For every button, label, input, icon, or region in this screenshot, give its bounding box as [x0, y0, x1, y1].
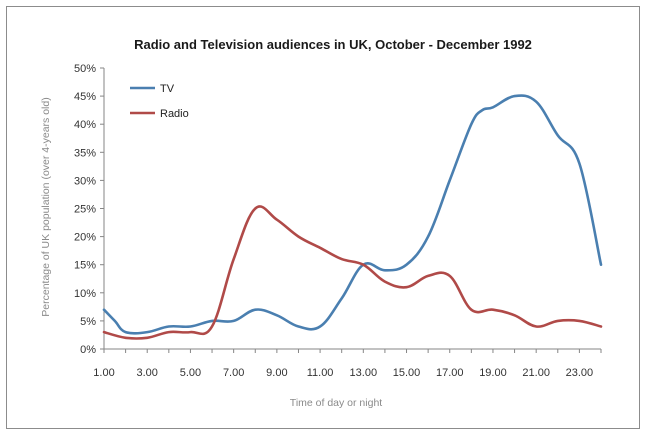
x-tick-label: 17.00 [436, 367, 464, 379]
legend-label-radio: Radio [160, 108, 189, 120]
series-line-radio [102, 205, 603, 340]
y-axis-label: Percentage of UK population (over 4-year… [40, 97, 52, 316]
y-tick-label: 20% [74, 232, 96, 244]
x-tick-label: 15.00 [393, 367, 421, 379]
x-tick-label: 9.00 [266, 367, 287, 379]
y-tick-label: 45% [74, 91, 96, 103]
x-tick-label: 19.00 [479, 367, 507, 379]
chart-title: Radio and Television audiences in UK, Oc… [134, 37, 532, 52]
x-tick-label: 5.00 [180, 367, 201, 379]
y-tick-label: 40% [74, 119, 96, 131]
x-tick-label: 23.00 [566, 367, 594, 379]
x-tick-label: 11.00 [307, 367, 334, 379]
y-tick-label: 15% [74, 260, 96, 272]
x-tick-label: 1.00 [93, 367, 114, 379]
series-line-tv [102, 94, 603, 335]
y-tick-label: 30% [74, 175, 96, 187]
y-tick-label: 25% [74, 204, 96, 216]
y-tick-label: 0% [80, 344, 96, 356]
x-tick-label: 7.00 [223, 367, 244, 379]
legend-label-tv: TV [160, 83, 175, 95]
y-tick-label: 10% [74, 288, 96, 300]
y-tick-label: 50% [74, 63, 96, 75]
y-tick-label: 35% [74, 147, 96, 159]
chart-frame [6, 6, 640, 429]
x-tick-label: 21.00 [522, 367, 550, 379]
x-tick-label: 13.00 [350, 367, 378, 379]
x-axis-label: Time of day or night [290, 397, 382, 409]
x-tick-label: 3.00 [137, 367, 158, 379]
y-tick-label: 5% [80, 316, 96, 328]
